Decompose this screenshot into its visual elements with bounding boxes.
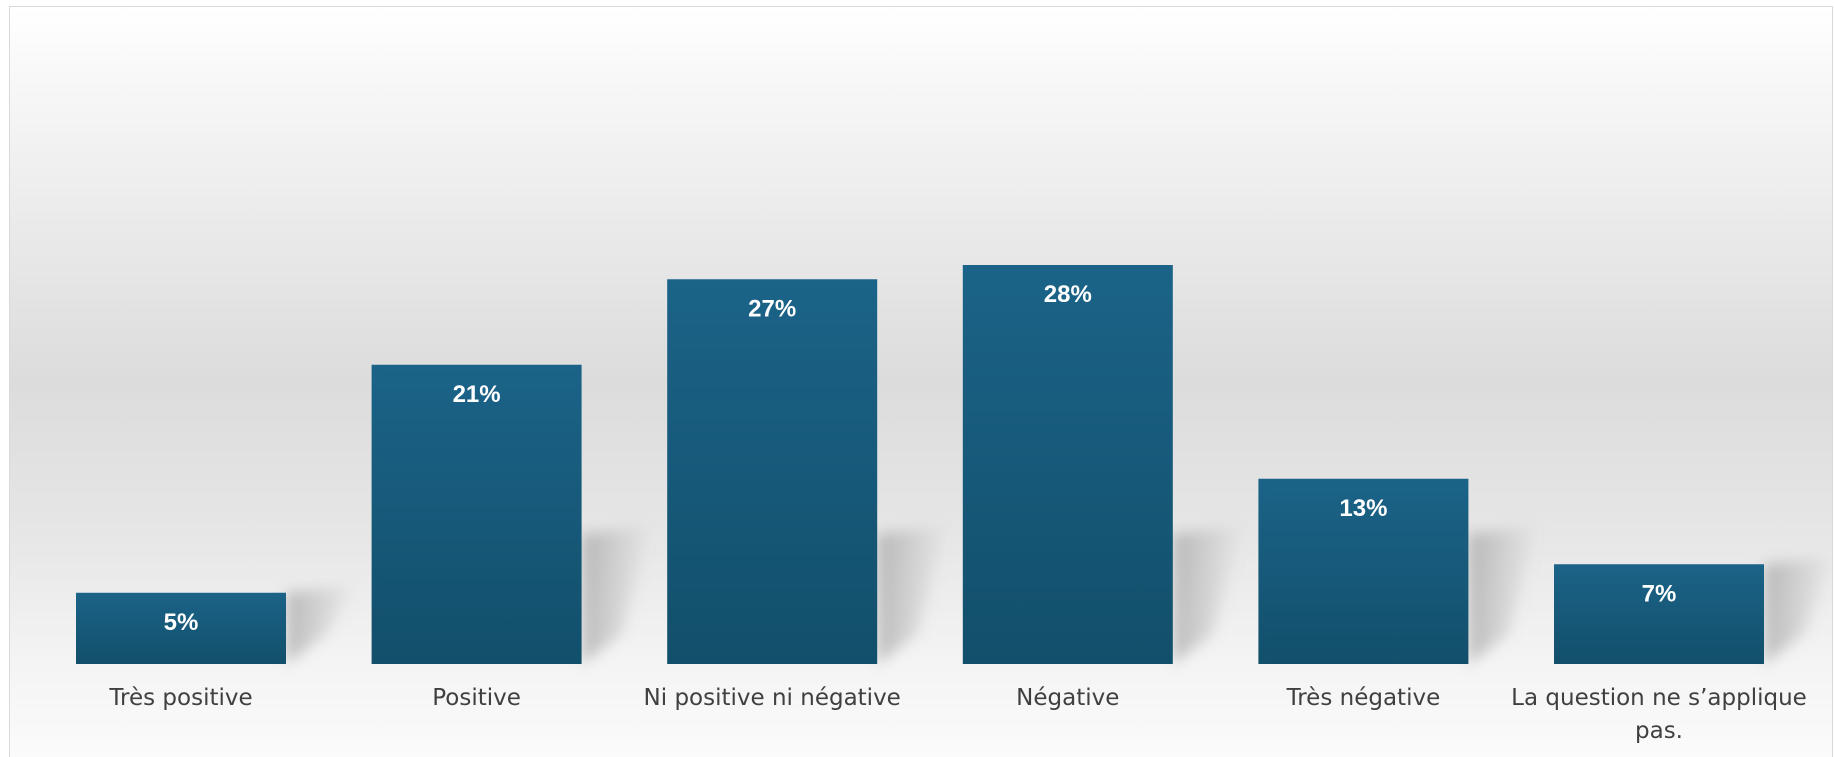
data-label-4: 13%	[1339, 495, 1387, 522]
bar-shadow	[1172, 526, 1243, 664]
data-label-1: 21%	[453, 381, 501, 408]
bar-5	[1554, 564, 1764, 664]
category-label-5: La question ne s’applique pas.	[1511, 685, 1807, 744]
data-label-0: 5%	[164, 609, 199, 636]
bar-3	[962, 265, 1173, 664]
category-label-2: Ni positive ni négative	[644, 685, 901, 711]
category-label-4: Très négative	[1286, 685, 1441, 711]
category-label-3: Négative	[1016, 685, 1119, 711]
bar-shadow	[581, 526, 652, 664]
bar-shadow	[286, 584, 356, 664]
bar-shadow	[1764, 556, 1832, 664]
data-label-3: 28%	[1044, 281, 1092, 308]
bar-2	[667, 279, 878, 664]
bar-shadow	[877, 526, 948, 664]
bar-1	[371, 364, 582, 664]
category-label-0: Très positive	[108, 685, 252, 711]
data-label-2: 27%	[748, 295, 796, 322]
data-label-5: 7%	[1642, 580, 1677, 607]
bar-0	[76, 592, 286, 664]
category-label-1: Positive	[432, 685, 521, 711]
bar-shadow	[1468, 526, 1539, 664]
bar-chart: 5% 21% 27% 28% 13% 7% Très positive Positive Ni…	[76, 265, 1832, 744]
bar-4	[1258, 478, 1469, 664]
chart-area: 5% 21% 27% 28% 13% 7% Très positive Positive Ni…	[9, 6, 1833, 757]
